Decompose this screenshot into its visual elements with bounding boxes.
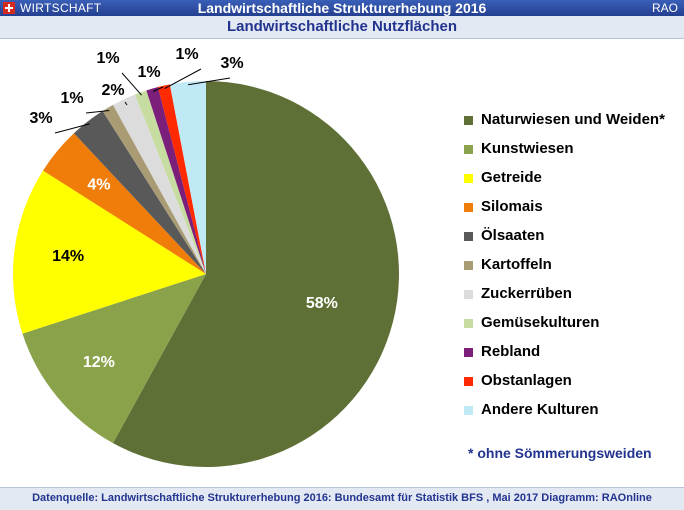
legend-swatch	[464, 290, 473, 299]
slice-label: 1%	[137, 64, 160, 81]
leader-line	[85, 110, 110, 114]
pie-slice	[134, 90, 206, 274]
pie-slice	[113, 81, 399, 468]
leader-line	[54, 123, 90, 134]
legend-swatch	[464, 319, 473, 328]
legend-label: Ölsaaten	[481, 227, 545, 244]
slice-label: 58%	[306, 295, 338, 312]
page-title: Landwirtschaftliche Strukturerhebung 201…	[197, 0, 487, 16]
source-footer: Datenquelle: Landwirtschaftliche Struktu…	[0, 487, 684, 510]
legend-label: Gemüsekulturen	[481, 314, 600, 331]
pie-slice	[146, 87, 206, 274]
legend-label: Getreide	[481, 169, 542, 186]
legend-label: Zuckerrüben	[481, 285, 572, 302]
slice-label: 3%	[29, 110, 52, 127]
legend-label: Andere Kulturen	[481, 401, 599, 418]
pie-slice	[169, 81, 206, 274]
pie-slice	[43, 133, 206, 274]
legend-swatch	[464, 377, 473, 386]
pie-slice	[13, 170, 206, 334]
swiss-flag-icon	[3, 2, 15, 14]
legend-label: Rebland	[481, 343, 541, 360]
legend-swatch	[464, 174, 473, 183]
leader-line	[152, 86, 164, 92]
legend-label: Kartoffeln	[481, 256, 552, 273]
slice-label: 4%	[87, 177, 110, 194]
slice-label: 1%	[175, 46, 198, 63]
legend-label: Kunstwiesen	[481, 140, 574, 157]
leader-line	[188, 77, 231, 86]
slice-label: 1%	[96, 50, 119, 67]
legend-swatch	[464, 145, 473, 154]
legend-swatch	[464, 406, 473, 415]
legend-swatch	[464, 261, 473, 270]
legend-swatch	[464, 203, 473, 212]
pie-slice	[158, 84, 206, 274]
section-label[interactable]: WIRTSCHAFT	[20, 1, 102, 15]
leader-line	[164, 68, 202, 90]
pie-slice	[113, 94, 206, 274]
footnote: * ohne Sömmerungsweiden	[468, 445, 652, 461]
pie-chart: 58% 12% 14% 4% 3% 1% 2% 1% 1% 1% 3%	[13, 46, 399, 468]
leader-line	[121, 72, 142, 96]
legend-swatch	[464, 116, 473, 125]
pie-slice	[102, 104, 206, 275]
legend-label: Silomais	[481, 198, 543, 215]
chart-title: Landwirtschaftliche Nutzflächen	[0, 16, 684, 39]
slice-label: 14%	[52, 248, 84, 265]
slice-label: 12%	[83, 354, 115, 371]
legend-label: Naturwiesen und Weiden*	[481, 111, 665, 128]
leader-line	[124, 101, 128, 106]
legend-label: Obstanlagen	[481, 372, 572, 389]
slice-label: 2%	[101, 82, 124, 99]
brand-label[interactable]: RAO	[651, 1, 678, 15]
slice-label: 3%	[220, 55, 243, 72]
legend-swatch	[464, 232, 473, 241]
top-bar: WIRTSCHAFT Landwirtschaftliche Strukture…	[0, 0, 684, 16]
legend-swatch	[464, 348, 473, 357]
pie-slice	[73, 111, 206, 274]
pie-slice	[22, 274, 207, 444]
slice-label: 1%	[60, 90, 83, 107]
